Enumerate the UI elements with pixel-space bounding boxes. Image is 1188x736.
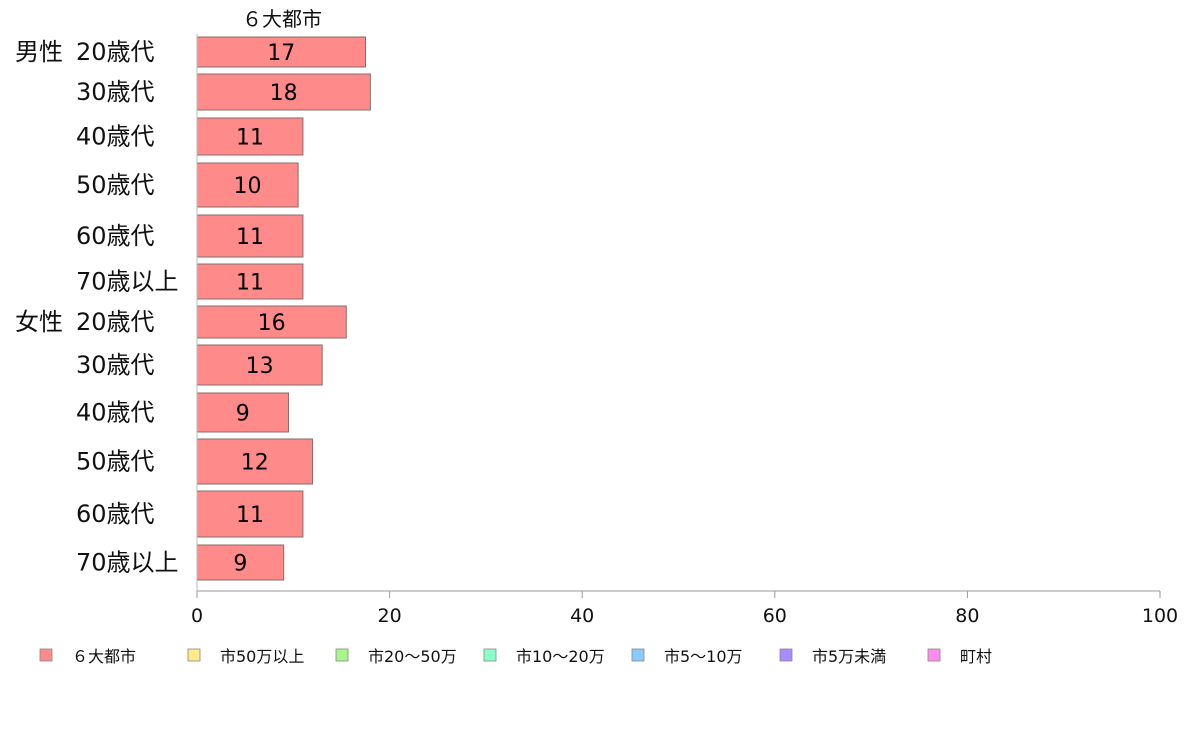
legend-swatch xyxy=(39,648,53,662)
x-axis: 0 20 40 60 80 100 xyxy=(191,34,1178,627)
legend-label: 町村 xyxy=(960,647,992,666)
x-tick-label: 40 xyxy=(570,605,594,627)
group-label: 男性 xyxy=(15,38,63,66)
bar xyxy=(196,36,367,68)
bar-value-label: 11 xyxy=(236,225,264,250)
legend-label: 市10～20万 xyxy=(516,647,605,666)
x-tick-label: 0 xyxy=(191,605,203,627)
bar xyxy=(196,544,285,581)
legend-swatch xyxy=(335,648,349,662)
bar xyxy=(196,490,304,538)
bar-value-label: 10 xyxy=(234,174,262,199)
category-label: 20歳代 xyxy=(76,38,155,66)
legend-label: ６大都市 xyxy=(72,647,136,666)
bar-value-label: 11 xyxy=(236,271,264,296)
bar-value-label: 17 xyxy=(267,41,295,66)
category-label: 60歳代 xyxy=(76,500,155,528)
legend-swatch xyxy=(779,648,793,662)
bar xyxy=(196,214,304,258)
category-label: 40歳代 xyxy=(76,123,155,151)
category-label: 70歳以上 xyxy=(76,549,179,577)
legend-swatch xyxy=(187,648,201,662)
bar-value-label: 9 xyxy=(233,552,247,577)
category-label: 20歳代 xyxy=(76,308,155,336)
series-title: ６大都市 xyxy=(242,7,322,31)
category-label: 30歳代 xyxy=(76,351,155,379)
legend-label: 市5万未満 xyxy=(812,647,886,666)
bar-value-label: 13 xyxy=(246,354,274,379)
bar-value-label: 11 xyxy=(236,126,264,151)
bar xyxy=(196,305,347,339)
legend: ６大都市 市50万以上 市20～50万 市10～20万 市5～10万 市5万未満 町村 xyxy=(39,647,992,666)
bar xyxy=(196,117,304,156)
x-tick-label: 60 xyxy=(763,605,787,627)
bar xyxy=(196,73,371,111)
group-label: 女性 xyxy=(15,308,63,336)
bar-value-label: 16 xyxy=(258,311,286,336)
legend-swatch xyxy=(483,648,497,662)
category-label: 50歳代 xyxy=(76,448,155,476)
bar-value-label: 12 xyxy=(241,451,269,476)
category-label: 50歳代 xyxy=(76,171,155,199)
bar-value-label: 9 xyxy=(236,402,250,427)
bar-value-label: 18 xyxy=(270,81,298,106)
x-tick-label: 20 xyxy=(378,605,402,627)
bar-value-label: 11 xyxy=(236,503,264,528)
legend-label: 市50万以上 xyxy=(220,647,304,666)
category-label: 40歳代 xyxy=(76,399,155,427)
legend-label: 市20～50万 xyxy=(368,647,457,666)
legend-swatch xyxy=(927,648,941,662)
category-label: 30歳代 xyxy=(76,78,155,106)
category-label: 70歳以上 xyxy=(76,268,179,296)
bar xyxy=(196,162,299,208)
legend-label: 市5～10万 xyxy=(664,647,743,666)
bar xyxy=(196,438,314,485)
x-tick-label: 100 xyxy=(1142,605,1178,627)
x-tick-label: 80 xyxy=(955,605,979,627)
category-label: 60歳代 xyxy=(76,222,155,250)
legend-swatch xyxy=(631,648,645,662)
